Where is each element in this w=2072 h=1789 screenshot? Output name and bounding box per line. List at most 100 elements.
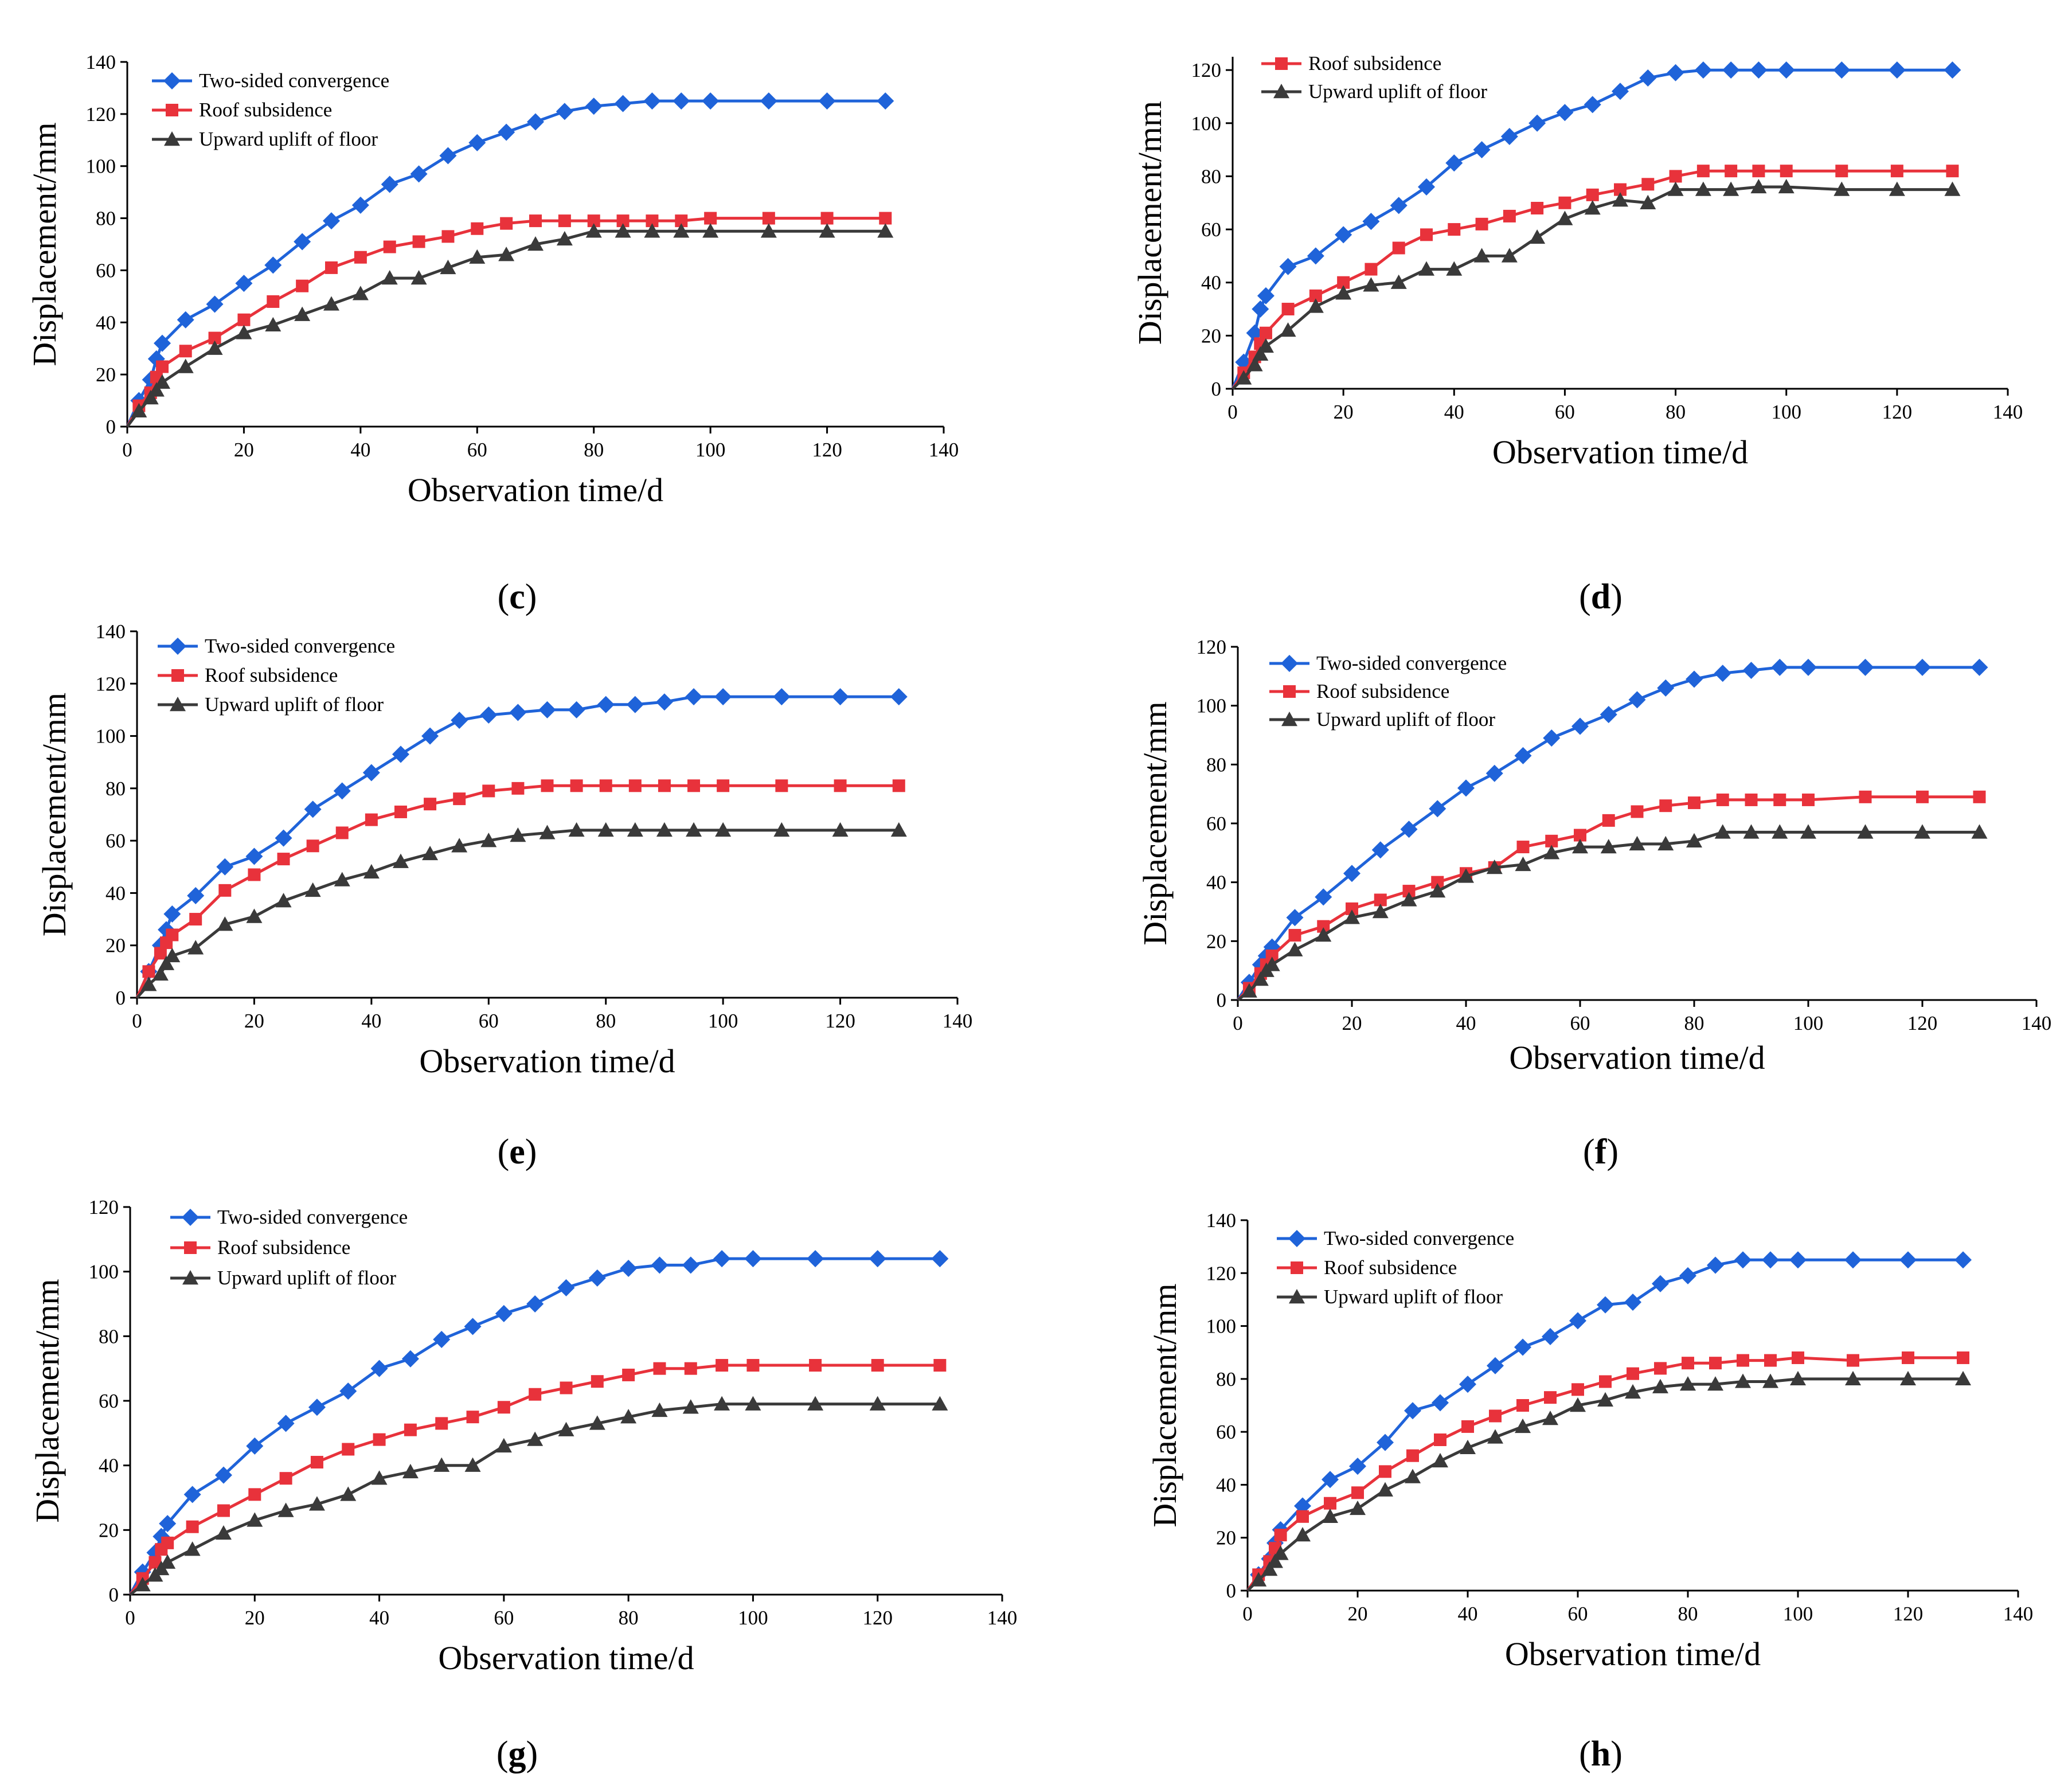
data-point-floor [1335, 285, 1352, 300]
data-point-floor [1914, 824, 1930, 839]
y-tick-label: 80 [99, 1325, 119, 1347]
data-point-floor [1486, 860, 1503, 874]
x-tick-label: 0 [132, 1010, 142, 1032]
y-tick-label: 60 [1206, 813, 1226, 835]
x-tick-label: 60 [479, 1010, 499, 1032]
x-axis-title: Observation time/d [1509, 1039, 1765, 1076]
data-point-two_sided [1514, 1338, 1531, 1356]
data-point-roof [529, 214, 542, 228]
x-tick-label: 20 [1334, 401, 1354, 423]
y-tick-label: 20 [99, 1519, 119, 1541]
y-tick-label: 20 [1201, 325, 1221, 347]
panel-label-close-paren: ) [1606, 1132, 1618, 1171]
data-point-roof [1946, 165, 1959, 178]
data-point-floor [1790, 1370, 1806, 1386]
data-point-two_sided [1750, 61, 1768, 79]
data-point-roof [441, 230, 455, 243]
data-point-two_sided [1279, 257, 1297, 275]
data-point-roof [1571, 1383, 1584, 1396]
data-point-floor [1487, 1429, 1503, 1444]
y-tick-label: 20 [1206, 930, 1226, 952]
data-point-roof [704, 212, 717, 225]
y-tick-label: 40 [1216, 1474, 1236, 1496]
x-tick-label: 0 [125, 1607, 135, 1629]
x-tick-label: 60 [1568, 1603, 1588, 1625]
data-point-two_sided [235, 275, 253, 292]
data-point-floor [686, 822, 702, 837]
data-point-two_sided [655, 693, 673, 711]
data-point-floor [1250, 1572, 1267, 1587]
data-point-two_sided [1543, 729, 1561, 747]
data-point-roof [809, 1359, 822, 1372]
data-point-two_sided [585, 97, 603, 115]
y-tick-label: 100 [96, 725, 126, 748]
data-point-floor [159, 1554, 176, 1569]
data-point-roof [500, 217, 513, 230]
data-point-floor [1584, 200, 1601, 215]
data-point-two_sided [1667, 64, 1684, 81]
data-point-roof [933, 1359, 947, 1372]
x-tick-label: 0 [1242, 1603, 1253, 1625]
data-point-two_sided [1246, 324, 1264, 342]
data-point-roof [310, 1456, 323, 1469]
data-point-roof [1431, 876, 1444, 889]
data-point-roof [1434, 1433, 1447, 1446]
data-point-two_sided [614, 95, 632, 112]
panel-label-open-paren: ( [498, 577, 510, 616]
data-point-floor [890, 822, 907, 837]
x-tick-label: 20 [234, 439, 254, 461]
data-point-roof [1337, 276, 1350, 289]
data-point-roof [394, 805, 407, 818]
data-point-floor [1429, 883, 1446, 898]
data-point-roof [1902, 1351, 1914, 1364]
data-point-two_sided [1899, 1251, 1917, 1269]
data-point-two_sided [526, 1295, 544, 1313]
legend-marker-two_sided [1281, 655, 1298, 672]
data-point-roof [717, 779, 730, 792]
data-point-floor [304, 882, 321, 897]
data-point-floor [1971, 824, 1988, 839]
data-point-two_sided [1528, 114, 1546, 132]
data-point-roof [365, 813, 378, 826]
data-point-roof [497, 1401, 510, 1414]
data-point-floor [480, 833, 497, 847]
data-point-roof [775, 779, 788, 792]
data-point-two_sided [1473, 141, 1491, 159]
data-point-floor [1543, 845, 1560, 860]
data-point-two_sided [468, 134, 486, 151]
data-point-floor [1252, 971, 1269, 986]
legend-marker-two_sided [169, 638, 186, 655]
data-point-roof [820, 212, 834, 225]
series-line-roof [1237, 795, 1980, 1001]
legend-label: Two-sided convergence [205, 635, 395, 657]
data-point-roof [1688, 796, 1700, 810]
data-point-floor [556, 231, 573, 246]
data-point-floor [1657, 835, 1674, 851]
data-point-roof [453, 792, 466, 806]
data-point-floor [433, 1457, 450, 1472]
data-point-roof [1682, 1357, 1694, 1370]
legend-label: Two-sided convergence [1324, 1227, 1514, 1249]
data-point-roof [218, 884, 232, 897]
panel-label-letter: e [509, 1132, 525, 1171]
y-tick-label: 40 [1206, 872, 1226, 894]
data-point-roof [684, 1362, 697, 1375]
data-point-two_sided [626, 696, 644, 713]
data-point-floor [1570, 1397, 1586, 1412]
data-point-floor [134, 1577, 151, 1592]
data-point-two_sided [1485, 764, 1503, 782]
data-point-roof [1545, 834, 1558, 847]
data-point-floor [1707, 1376, 1723, 1391]
data-point-floor [644, 223, 660, 238]
data-point-roof [1654, 1362, 1667, 1375]
data-point-floor [1515, 856, 1531, 872]
data-point-floor [148, 382, 165, 397]
data-point-roof [466, 1411, 479, 1424]
data-point-two_sided [1457, 779, 1475, 797]
data-point-two_sided [401, 1350, 419, 1368]
legend-label: Roof subsidence [205, 664, 338, 686]
data-point-two_sided [245, 847, 263, 865]
data-point-floor [702, 223, 719, 238]
data-point-two_sided [1584, 96, 1601, 114]
